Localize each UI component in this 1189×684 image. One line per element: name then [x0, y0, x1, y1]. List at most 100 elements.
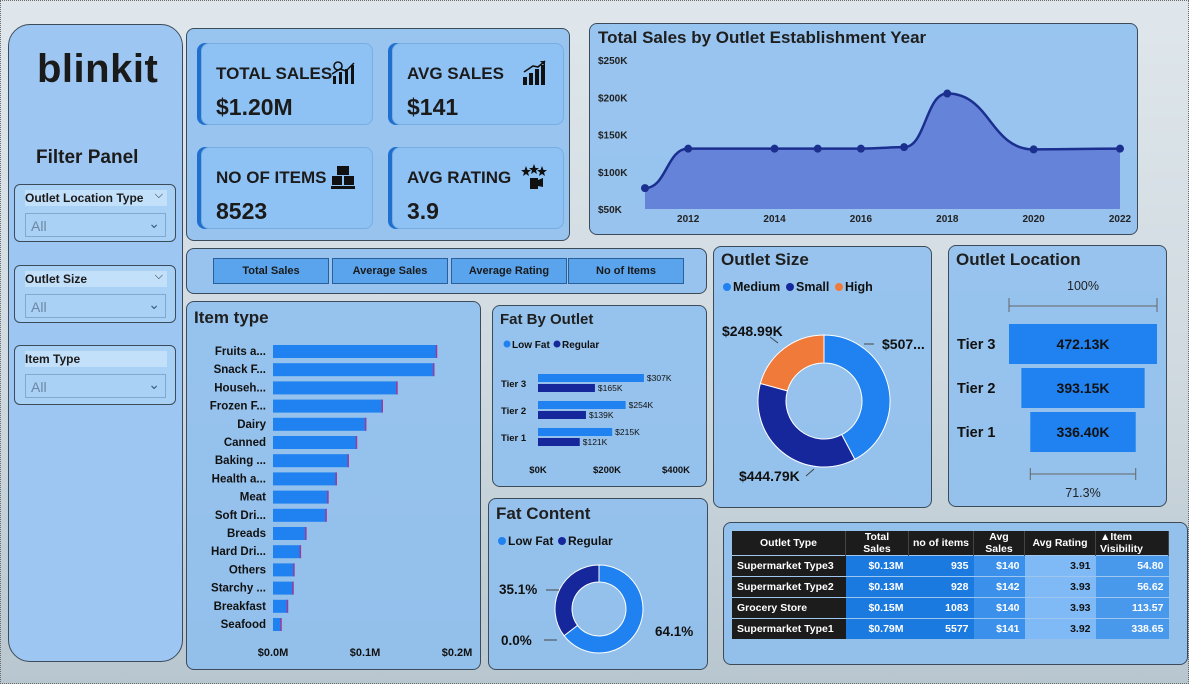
area-fill: [645, 93, 1120, 209]
column-header-sorted[interactable]: ▲Item Visibility: [1095, 531, 1169, 556]
table-cell: 3.91: [1024, 555, 1096, 577]
bar: [273, 527, 307, 540]
bar: [273, 508, 327, 522]
table-cell: 935: [908, 555, 974, 577]
table-cell: 1083: [908, 597, 974, 619]
category-label: Canned: [224, 437, 266, 449]
bar: [273, 581, 294, 595]
column-header[interactable]: Avg Rating: [1024, 531, 1096, 556]
category-label: Baking ...: [215, 455, 266, 467]
x-tick-label: 2020: [1023, 214, 1046, 225]
bar-end-mark: [325, 508, 327, 522]
table-row[interactable]: Supermarket Type2 $0.13M 928 $142 3.93 56.62: [732, 576, 1169, 598]
table-cell: 56.62: [1095, 576, 1169, 598]
category-label: Tier 1: [501, 433, 527, 444]
bar-end-mark: [292, 581, 294, 595]
chevron-down-icon[interactable]: ⌄: [148, 296, 160, 312]
category-label: Breakfast: [214, 601, 267, 613]
kpi-title: AVG RATING: [407, 168, 512, 187]
bar-end-mark: [347, 454, 349, 468]
average-rating-button[interactable]: Average Rating: [451, 258, 567, 284]
funnel-value-label: 472.13K: [1057, 336, 1110, 352]
chevron-down-icon[interactable]: ⌄: [148, 215, 160, 231]
x-tick-label: 2018: [936, 214, 959, 225]
outlet-type-cell: Supermarket Type3: [732, 555, 846, 577]
bar-end-mark: [435, 345, 438, 358]
bar-end-mark: [293, 563, 295, 577]
data-point: [641, 184, 649, 193]
bar-end-mark: [396, 381, 398, 395]
legend-dot-regular: [553, 340, 561, 348]
legend-label: Low Fat: [512, 340, 550, 351]
kpi-total-sales: TOTAL SALES $1.20M: [201, 43, 373, 125]
legend-label: Regular: [568, 534, 613, 548]
legend-label: Medium: [733, 280, 780, 294]
legend-dot: [723, 283, 731, 291]
chart-title: Outlet Size: [721, 250, 809, 269]
item-type-dropdown[interactable]: All ⌄: [25, 374, 166, 398]
item-type-bar-svg: Fruits a... Snack F... Househ... Frozen F..…: [210, 345, 472, 659]
kpi-value: $141: [407, 94, 459, 120]
bar-end-mark: [355, 436, 358, 449]
table-cell: 5577: [908, 618, 974, 639]
bar: [273, 599, 288, 613]
table-cell: $141: [973, 618, 1025, 639]
chart-title: Total Sales by Outlet Establishment Year: [598, 28, 927, 47]
data-point: [856, 144, 865, 153]
data-label: 64.1%: [655, 624, 693, 639]
category-label: Dairy: [237, 419, 266, 431]
total-sales-button[interactable]: Total Sales: [213, 258, 329, 284]
bar-end-mark: [433, 363, 435, 377]
table-row[interactable]: Supermarket Type3 $0.13M 935 $140 3.91 54.80: [732, 555, 1169, 577]
table-row[interactable]: Supermarket Type1 $0.79M 5577 $141 3.92 338.6…: [732, 618, 1169, 639]
data-point: [1029, 145, 1038, 154]
donut-slice: [757, 382, 856, 468]
kpi-container: TOTAL SALES $1.20M AVG SALES $141 NO OF …: [186, 28, 570, 241]
category-label: Hard Dri...: [211, 546, 266, 558]
x-tick-label: 2022: [1109, 214, 1132, 225]
chevron-down-icon[interactable]: ⌵: [154, 270, 163, 282]
dropdown-value: All: [31, 299, 47, 315]
slicer-label: Outlet Location Type: [25, 191, 144, 205]
bar-end-mark: [286, 599, 289, 613]
data-label: $307K: [647, 373, 672, 383]
data-label: $444.79K: [739, 468, 800, 484]
y-tick-label: $50K: [598, 205, 623, 216]
slicer-outlet-location-type: Outlet Location Type ⌵ All ⌄: [14, 184, 176, 242]
column-header[interactable]: Outlet Type: [732, 531, 846, 556]
category-label: Health a...: [212, 473, 266, 485]
column-header[interactable]: Total Sales: [845, 531, 909, 556]
no-of-items-button[interactable]: No of Items: [568, 258, 684, 284]
bar: [273, 399, 383, 413]
chart-title: Item type: [194, 308, 269, 327]
table-row[interactable]: Grocery Store $0.15M 1083 $140 3.93 113.57: [732, 597, 1169, 619]
outlet-size-dropdown[interactable]: All ⌄: [25, 294, 166, 318]
column-header[interactable]: Avg Sales: [973, 531, 1025, 556]
leader-line: [805, 468, 815, 477]
legend-dot: [786, 283, 794, 291]
category-label: Meat: [240, 492, 266, 504]
column-header[interactable]: no of items: [908, 531, 974, 556]
data-point: [770, 144, 779, 153]
table-cell: $142: [973, 576, 1025, 598]
outlet-location-dropdown[interactable]: All ⌄: [25, 213, 166, 237]
bar: [273, 454, 349, 468]
chevron-down-icon[interactable]: ⌄: [148, 376, 160, 392]
category-label: Fruits a...: [215, 346, 266, 358]
outlet-type-cell: Grocery Store: [732, 597, 846, 619]
bar-growth-icon: [523, 60, 546, 85]
x-tick-label: 2014: [763, 214, 786, 225]
data-point: [900, 143, 909, 152]
category-label: Snack F...: [214, 364, 266, 376]
kpi-value: $1.20M: [216, 94, 293, 120]
slicer-header-bar: [25, 271, 167, 287]
data-point: [1116, 144, 1124, 153]
chart-growth-icon: [331, 61, 355, 84]
outlet-location-funnel-svg: 100% 472.13K Tier 3 393.15K Tier 2 336.40K Tie…: [957, 279, 1158, 500]
x-tick-label: $0.0M: [258, 647, 289, 659]
outlet-type-table: Outlet Type Total Sales no of items Avg …: [732, 531, 1169, 639]
y-tick-label: $150K: [598, 131, 628, 142]
average-sales-button[interactable]: Average Sales: [332, 258, 448, 284]
chevron-down-icon[interactable]: ⌵: [154, 189, 163, 201]
metric-buttons-bar: Total Sales Average Sales Average Rating…: [186, 248, 707, 294]
